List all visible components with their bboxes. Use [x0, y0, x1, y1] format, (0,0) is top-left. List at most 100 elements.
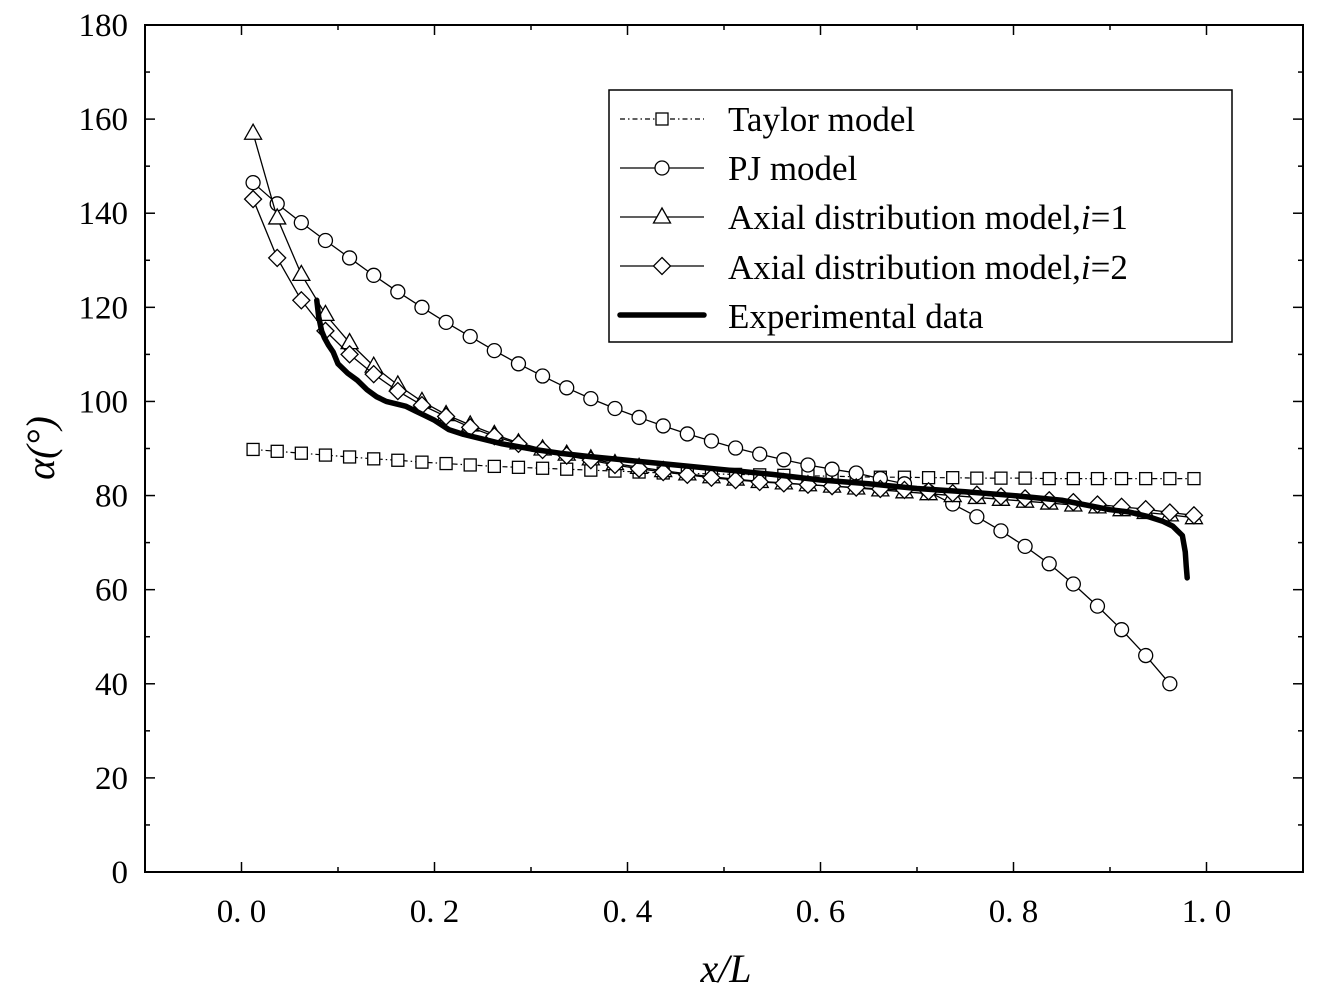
- data-point-taylor-model: [318, 448, 333, 462]
- data-point-taylor-model: [1163, 471, 1177, 486]
- data-point-pj-model: [245, 174, 261, 191]
- data-point-taylor-model: [342, 450, 357, 464]
- plot-frame: [144, 24, 1304, 873]
- y-tick-label: 140: [79, 196, 129, 232]
- data-point-taylor-model: [535, 461, 550, 475]
- data-point-pj-model: [317, 232, 334, 249]
- data-point-axial-model-i2: [243, 189, 263, 209]
- series-layer: [243, 122, 1204, 692]
- data-point-pj-model: [1065, 576, 1081, 592]
- legend-axial-i2-var: i: [1081, 248, 1091, 287]
- data-point-pj-model: [631, 409, 647, 426]
- data-point-taylor-model: [1090, 471, 1105, 486]
- data-point-axial-model-i2: [340, 344, 359, 364]
- y-tick-label: 180: [79, 8, 129, 44]
- data-point-pj-model: [752, 446, 768, 462]
- data-point-pj-model: [727, 440, 744, 456]
- data-point-taylor-model: [367, 452, 381, 466]
- legend-label-pj: PJ model: [728, 149, 858, 188]
- y-tick-label: 20: [95, 761, 128, 797]
- y-tick-label: 120: [79, 290, 129, 326]
- data-point-pj-model: [486, 342, 502, 359]
- x-tick-label: 0. 6: [796, 894, 846, 930]
- legend-samples: [617, 112, 707, 318]
- x-tick-label: 0. 0: [217, 894, 267, 930]
- tick-labels: 0. 0 0. 2 0. 4 0. 6 0. 8 1. 0 0 20 40 60 80 100 120 1…: [79, 8, 1232, 930]
- x-tick-label: 0. 4: [603, 894, 653, 930]
- legend-marker-axial-model-i1: [652, 206, 672, 224]
- data-point-taylor-model: [463, 458, 477, 472]
- data-point-pj-model: [1089, 598, 1106, 614]
- data-point-axial-model-i1: [243, 122, 263, 140]
- data-point-axial-model-i2: [1184, 505, 1204, 525]
- legend-marker-axial-model-i2: [652, 256, 672, 276]
- data-point-taylor-model: [1066, 471, 1080, 486]
- data-point-pj-model: [414, 299, 430, 315]
- y-tick-label: 80: [95, 479, 128, 515]
- x-tick-label: 0. 8: [989, 894, 1039, 930]
- data-point-axial-model-i2: [1160, 503, 1180, 522]
- data-point-pj-model: [1138, 647, 1154, 664]
- data-point-pj-model: [510, 356, 527, 372]
- data-point-taylor-model: [439, 456, 453, 471]
- legend-label-taylor: Taylor model: [728, 100, 915, 139]
- data-point-axial-model-i2: [702, 468, 721, 488]
- data-point-pj-model: [679, 426, 695, 442]
- data-point-taylor-model: [1042, 471, 1056, 486]
- series-experimental-data: [314, 297, 1190, 581]
- data-point-axial-model-i1: [267, 207, 287, 225]
- legend-axial-i1-var: i: [1081, 198, 1091, 237]
- x-tick-label: 1. 0: [1182, 894, 1232, 930]
- data-point-axial-model-i2: [267, 248, 287, 268]
- data-point-axial-model-i2: [750, 472, 770, 492]
- y-tick-label: 40: [95, 667, 128, 703]
- data-point-axial-model-i1: [291, 264, 311, 282]
- data-point-pj-model: [293, 214, 309, 231]
- legend-marker-pj-model: [654, 160, 670, 176]
- series-line-taylor-model: [253, 448, 1194, 480]
- data-point-pj-model: [366, 267, 382, 283]
- data-point-pj-model: [993, 523, 1009, 539]
- data-point-taylor-model: [415, 455, 429, 469]
- legend-marker-taylor-model: [655, 112, 669, 126]
- data-point-taylor-model: [946, 471, 960, 485]
- data-point-taylor-model: [294, 446, 308, 460]
- data-point-axial-model-i2: [774, 473, 794, 493]
- data-point-pj-model: [1017, 538, 1033, 555]
- data-point-axial-model-i2: [653, 462, 673, 482]
- data-point-taylor-model: [511, 460, 526, 474]
- data-point-taylor-model: [270, 444, 284, 458]
- data-point-taylor-model: [970, 471, 984, 485]
- data-point-axial-model-i2: [291, 290, 311, 310]
- legend: Taylor model PJ model Axial distribution…: [608, 89, 1233, 343]
- data-point-pj-model: [776, 452, 792, 468]
- data-point-axial-model-i2: [388, 381, 408, 401]
- series-pj-model: [245, 174, 1178, 692]
- data-point-pj-model: [583, 390, 599, 407]
- data-point-taylor-model: [391, 453, 405, 467]
- y-tick-label: 100: [79, 384, 129, 420]
- data-point-pj-model: [969, 509, 985, 525]
- data-point-pj-model: [607, 400, 623, 417]
- data-point-pj-model: [703, 433, 720, 449]
- data-point-pj-model: [655, 418, 671, 434]
- data-point-taylor-model: [487, 459, 501, 474]
- data-point-axial-model-i2: [677, 465, 697, 485]
- data-point-taylor-model: [246, 442, 260, 457]
- data-point-pj-model: [341, 250, 358, 266]
- y-axis-title: α(°): [18, 416, 63, 480]
- data-point-taylor-model: [560, 462, 574, 476]
- legend-axial-i1-main: Axial distribution model,: [728, 198, 1081, 237]
- data-point-pj-model: [390, 284, 406, 300]
- y-tick-label: 160: [79, 102, 129, 138]
- data-point-pj-model: [1113, 622, 1130, 638]
- data-point-pj-model: [1041, 556, 1057, 572]
- legend-axial-i2-eq: =2: [1091, 248, 1128, 287]
- legend-box: [608, 89, 1233, 343]
- y-tick-label: 0: [112, 855, 129, 891]
- data-point-pj-model: [559, 380, 575, 396]
- data-point-pj-model: [800, 457, 816, 473]
- data-point-pj-model: [462, 328, 478, 345]
- legend-label-axial-i1: Axial distribution model,i=1: [728, 198, 1128, 237]
- data-point-axial-model-i2: [364, 364, 384, 384]
